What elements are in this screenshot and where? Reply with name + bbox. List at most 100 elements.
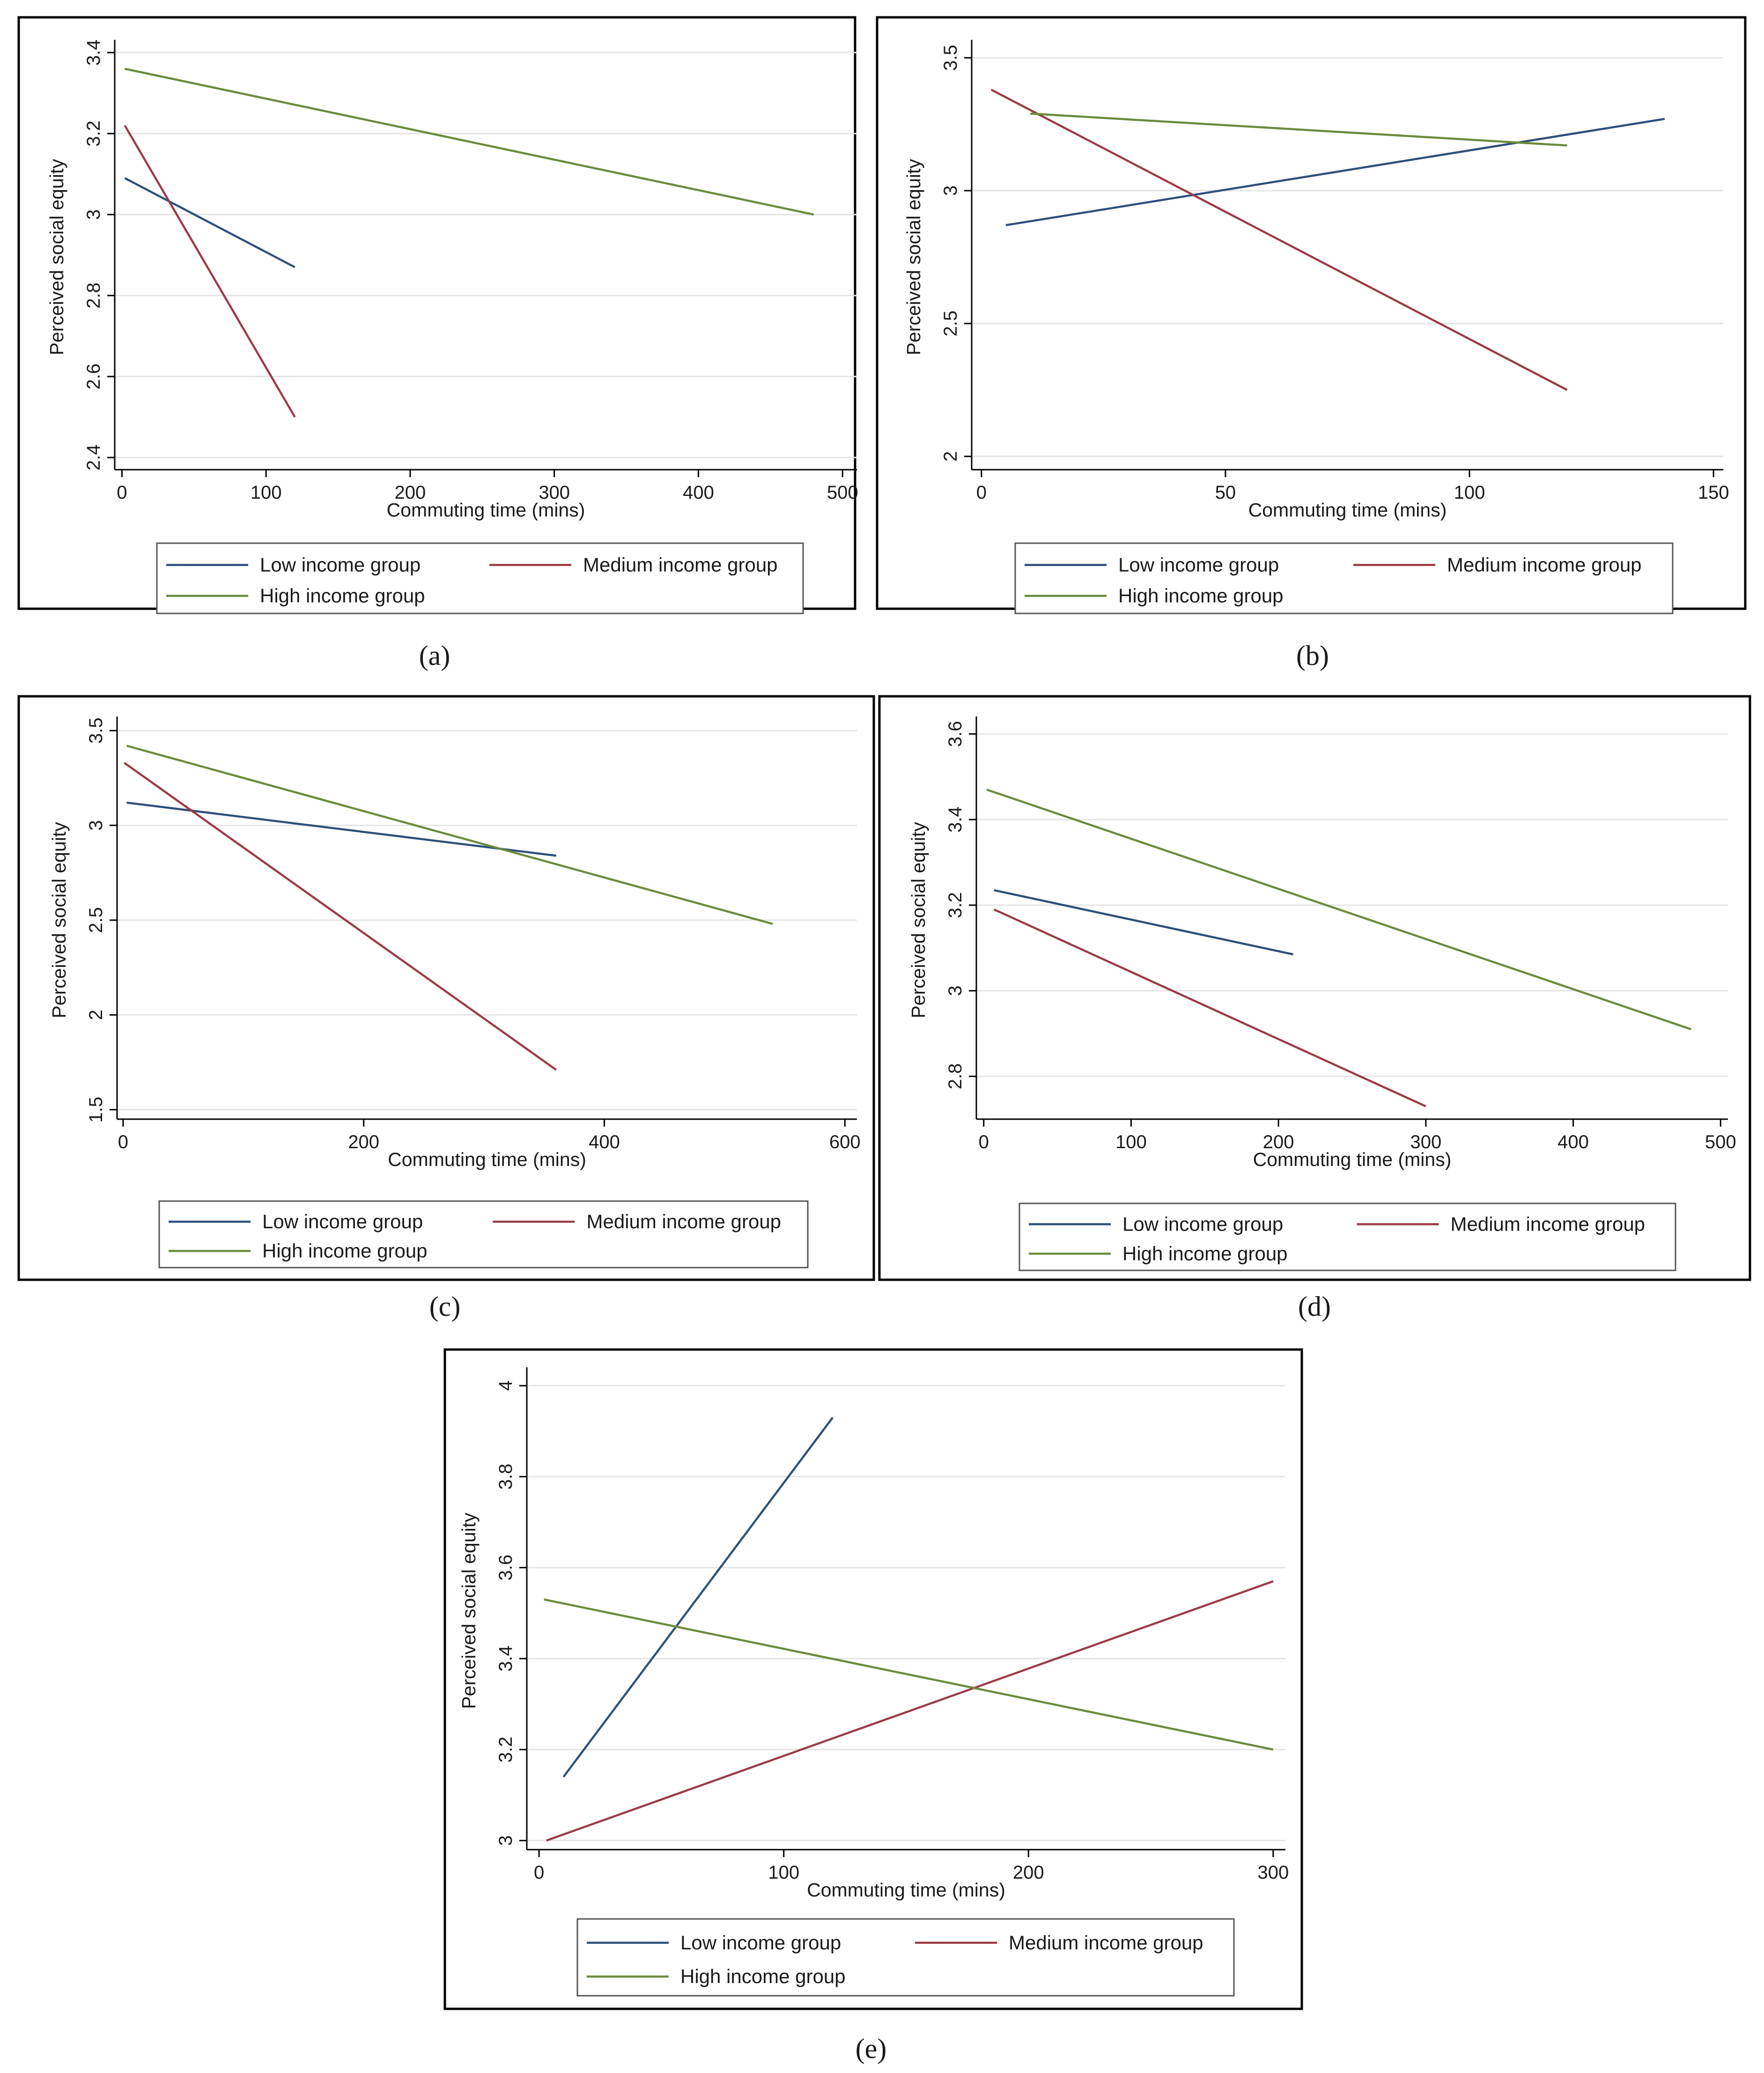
- chart-panel-e: 0 100 200 300 3 3.2 3.4 3.6 3.8 4 Commuting time (…: [443, 1348, 1303, 2064]
- x-tick-label: 500: [827, 482, 858, 503]
- y-tick-label: 3: [940, 185, 961, 196]
- x-tick-label: 100: [251, 482, 282, 503]
- series-line-medium: [990, 89, 1568, 391]
- series-line-low: [562, 1416, 834, 1778]
- chart-panel-b: 0 50 100 150 2 2.5 3 3.5 Commuting time (mins) Pe…: [876, 16, 1747, 671]
- panel-frame: [443, 1348, 1303, 2010]
- series-line-high: [544, 1598, 1274, 1751]
- legend-label-medium: Medium income group: [583, 554, 778, 576]
- x-tick-label: 400: [683, 482, 714, 503]
- legend-label-medium: Medium income group: [1009, 1932, 1203, 1954]
- y-tick-label: 3.5: [86, 717, 106, 744]
- x-tick-label: 0: [976, 482, 987, 503]
- y-axis-label: Perceived social equity: [458, 1512, 480, 1709]
- series-line-low: [126, 801, 556, 857]
- series-line-low: [124, 177, 295, 268]
- legend-label-high: High income group: [1118, 585, 1284, 607]
- y-tick-label: 3.6: [495, 1555, 516, 1581]
- legend-label-low: Low income group: [260, 554, 421, 576]
- x-tick-label: 0: [979, 1132, 989, 1152]
- panel-frame: [17, 695, 875, 1281]
- x-tick-label: 200: [348, 1132, 379, 1152]
- series-line-medium: [546, 1580, 1274, 1842]
- x-tick-label: 400: [1557, 1132, 1589, 1152]
- series-line-low: [1005, 118, 1665, 227]
- y-tick-label: 2.5: [940, 310, 961, 337]
- y-tick-label: 3.5: [940, 45, 961, 71]
- legend-label-low: Low income group: [680, 1932, 841, 1954]
- panel-caption: (e): [856, 2033, 887, 2064]
- x-tick-label: 0: [118, 1132, 128, 1152]
- x-tick-label: 200: [1263, 1132, 1294, 1152]
- legend-label-low: Low income group: [1118, 554, 1279, 576]
- legend-label-medium: Medium income group: [587, 1210, 782, 1232]
- legend-label-medium: Medium income group: [1451, 1213, 1646, 1235]
- y-tick-label: 2.6: [83, 363, 104, 390]
- y-tick-label: 3: [495, 1835, 516, 1845]
- x-tick-label: 100: [1115, 1132, 1147, 1152]
- x-tick-label: 0: [117, 482, 127, 503]
- y-tick-label: 3: [945, 986, 966, 996]
- x-tick-label: 200: [1013, 1862, 1044, 1883]
- x-tick-label: 300: [1410, 1132, 1441, 1152]
- y-tick-label: 3.4: [495, 1645, 516, 1672]
- series-line-high: [986, 789, 1692, 1031]
- x-tick-label: 100: [1454, 482, 1485, 503]
- y-tick-label: 3.2: [945, 892, 966, 918]
- x-tick-label: 300: [1257, 1862, 1289, 1883]
- series-line-high: [126, 745, 773, 925]
- panel-frame: [878, 695, 1751, 1281]
- series-line-high: [125, 67, 814, 216]
- x-tick-label: 200: [395, 482, 426, 503]
- legend-label-high: High income group: [1122, 1242, 1288, 1264]
- legend-box: [576, 1918, 1235, 1997]
- y-axis-label: Perceived social equity: [48, 822, 70, 1018]
- panel-caption: (a): [419, 640, 450, 671]
- y-tick-label: 3: [86, 820, 106, 830]
- y-tick-label: 2: [86, 1010, 106, 1020]
- y-tick-label: 4: [495, 1380, 516, 1391]
- x-tick-label: 50: [1215, 482, 1236, 503]
- legend-label-medium: Medium income group: [1447, 554, 1642, 576]
- chart-panel-c: 0 200 400 600 1.5 2 2.5 3 3.5 Commuting time (min…: [17, 695, 875, 1322]
- x-axis-label: Commuting time (mins): [1248, 499, 1447, 521]
- legend-label-low: Low income group: [1122, 1213, 1283, 1235]
- y-axis-label: Perceived social equity: [46, 159, 67, 355]
- x-tick-label: 400: [589, 1132, 620, 1152]
- legend-label-low: Low income group: [262, 1210, 423, 1232]
- y-tick-label: 3.4: [945, 806, 966, 833]
- y-tick-label: 3.6: [945, 721, 966, 747]
- series-line-low: [994, 889, 1294, 956]
- y-tick-label: 3.2: [83, 120, 104, 147]
- y-axis-label: Perceived social equity: [908, 822, 929, 1018]
- y-tick-label: 2.4: [83, 444, 104, 471]
- x-axis-label: Commuting time (mins): [388, 1149, 586, 1170]
- legend-box: [1019, 1202, 1676, 1271]
- panel-caption: (b): [1296, 640, 1329, 671]
- panel-caption: (c): [429, 1291, 461, 1322]
- series-line-medium: [124, 125, 296, 418]
- series-line-high: [1030, 112, 1567, 147]
- y-tick-label: 3.4: [83, 39, 104, 66]
- chart-panel-d: 0 100 200 300 400 500 2.8 3 3.2 3.4 3.6 Commuting t…: [878, 695, 1751, 1322]
- y-axis-label: Perceived social equity: [903, 159, 924, 355]
- x-tick-label: 600: [829, 1132, 861, 1152]
- series-line-medium: [124, 762, 557, 1071]
- x-tick-label: 500: [1705, 1132, 1736, 1152]
- y-tick-label: 2: [940, 451, 961, 462]
- y-tick-label: 3: [83, 209, 104, 220]
- panel-frame: [17, 16, 856, 610]
- x-tick-label: 100: [768, 1862, 799, 1883]
- legend-label-high: High income group: [260, 585, 425, 607]
- x-tick-label: 300: [539, 482, 570, 503]
- chart-panel-a: 0 100 200 300 400 500 2.4 2.6 2.8 3 3.2 3.4 Commutin…: [17, 16, 858, 671]
- series-line-medium: [993, 908, 1426, 1107]
- legend-label-high: High income group: [680, 1965, 846, 1987]
- legend-box: [1014, 542, 1674, 614]
- legend-box: [156, 542, 804, 614]
- y-tick-label: 3.2: [495, 1736, 516, 1763]
- y-tick-label: 2.8: [945, 1063, 966, 1090]
- x-axis-label: Commuting time (mins): [807, 1879, 1005, 1901]
- x-axis-label: Commuting time (mins): [1253, 1149, 1452, 1170]
